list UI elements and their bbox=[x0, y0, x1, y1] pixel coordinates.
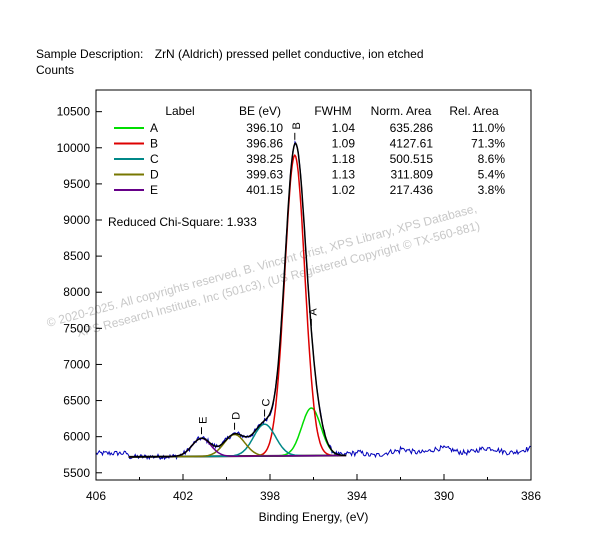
table-be-value: 398.25 bbox=[246, 152, 283, 166]
y-tick-label: 9500 bbox=[63, 177, 90, 191]
legend-label: A bbox=[150, 121, 158, 135]
table-norm-area-value: 4127.61 bbox=[390, 137, 434, 151]
peak-table: Label BE (eV) FWHM Norm. Area Rel. Area A 396.… bbox=[114, 104, 505, 197]
table-rel-area-value: 11.0% bbox=[472, 121, 505, 135]
legend-label: C bbox=[150, 152, 159, 166]
table-norm-area-value: 217.436 bbox=[390, 183, 434, 197]
table-fwhm-value: 1.09 bbox=[332, 137, 356, 151]
sample-description-value: ZrN (Aldrich) pressed pellet conductive,… bbox=[154, 47, 424, 61]
y-axis-title: Counts bbox=[36, 63, 75, 77]
y-tick-label: 6500 bbox=[63, 394, 90, 408]
table-norm-area-value: 500.515 bbox=[390, 152, 434, 166]
table-rel-area-value: 8.6% bbox=[478, 152, 506, 166]
table-be-value: 401.15 bbox=[246, 183, 283, 197]
peak-label-a: A bbox=[307, 308, 319, 316]
table-fwhm-value: 1.13 bbox=[332, 168, 356, 182]
x-tick-label: 402 bbox=[173, 489, 193, 503]
table-rel-area-value: 5.4% bbox=[478, 168, 506, 182]
y-tick-label: 7000 bbox=[63, 357, 90, 371]
x-tick-label: 406 bbox=[86, 489, 106, 503]
table-header: BE (eV) bbox=[239, 104, 281, 118]
y-tick-label: 8500 bbox=[63, 249, 90, 263]
y-tick-label: 5500 bbox=[63, 466, 90, 480]
y-tick-label: 8000 bbox=[63, 285, 90, 299]
peak-label-e: E bbox=[197, 417, 209, 424]
table-header: FWHM bbox=[314, 104, 351, 118]
legend-label: D bbox=[150, 168, 159, 182]
x-axis-title: Binding Energy, (eV) bbox=[259, 510, 369, 524]
table-be-value: 399.63 bbox=[246, 168, 283, 182]
x-tick-label: 390 bbox=[434, 489, 454, 503]
raw-spectrum-line bbox=[95, 140, 532, 461]
x-tick-label: 398 bbox=[260, 489, 280, 503]
table-header: Norm. Area bbox=[371, 104, 432, 118]
peak-label-d: D bbox=[231, 412, 243, 420]
watermark-line-2: XPS Research Institute, Inc (501c3), (US… bbox=[75, 218, 481, 339]
peak-label-c: C bbox=[261, 399, 273, 407]
table-rel-area-value: 71.3% bbox=[471, 137, 505, 151]
table-norm-area-value: 311.809 bbox=[391, 168, 434, 182]
y-tick-label: 9000 bbox=[63, 213, 90, 227]
table-fwhm-value: 1.04 bbox=[332, 121, 356, 135]
table-header: Rel. Area bbox=[449, 104, 499, 118]
x-tick-label: 386 bbox=[521, 489, 541, 503]
table-header: Label bbox=[165, 104, 194, 118]
y-tick-label: 10500 bbox=[57, 105, 91, 119]
legend-label: B bbox=[150, 137, 158, 151]
y-tick-label: 10000 bbox=[57, 141, 91, 155]
peak-component-c bbox=[128, 423, 347, 458]
peak-component-d bbox=[128, 433, 347, 458]
x-tick-label: 394 bbox=[347, 489, 367, 503]
axes: 406 402 398 394 390 386 5500 6000 6500 7000 7500 80… bbox=[57, 105, 542, 503]
y-tick-label: 6000 bbox=[63, 430, 90, 444]
peak-label-b: B bbox=[291, 122, 303, 129]
sample-description-label: Sample Description: bbox=[36, 47, 144, 61]
chi-square-label: Reduced Chi-Square: 1.933 bbox=[108, 215, 257, 229]
legend-label: E bbox=[150, 183, 158, 197]
table-fwhm-value: 1.18 bbox=[332, 152, 356, 166]
table-rel-area-value: 3.8% bbox=[478, 183, 506, 197]
data-series bbox=[95, 140, 532, 461]
envelope-fit-line bbox=[128, 142, 347, 458]
table-be-value: 396.10 bbox=[246, 121, 283, 135]
y-tick-label: 7500 bbox=[63, 321, 90, 335]
table-norm-area-value: 635.286 bbox=[390, 121, 434, 135]
peak-labels: A B C D E bbox=[197, 122, 319, 435]
table-fwhm-value: 1.02 bbox=[332, 183, 356, 197]
table-be-value: 396.86 bbox=[246, 137, 283, 151]
